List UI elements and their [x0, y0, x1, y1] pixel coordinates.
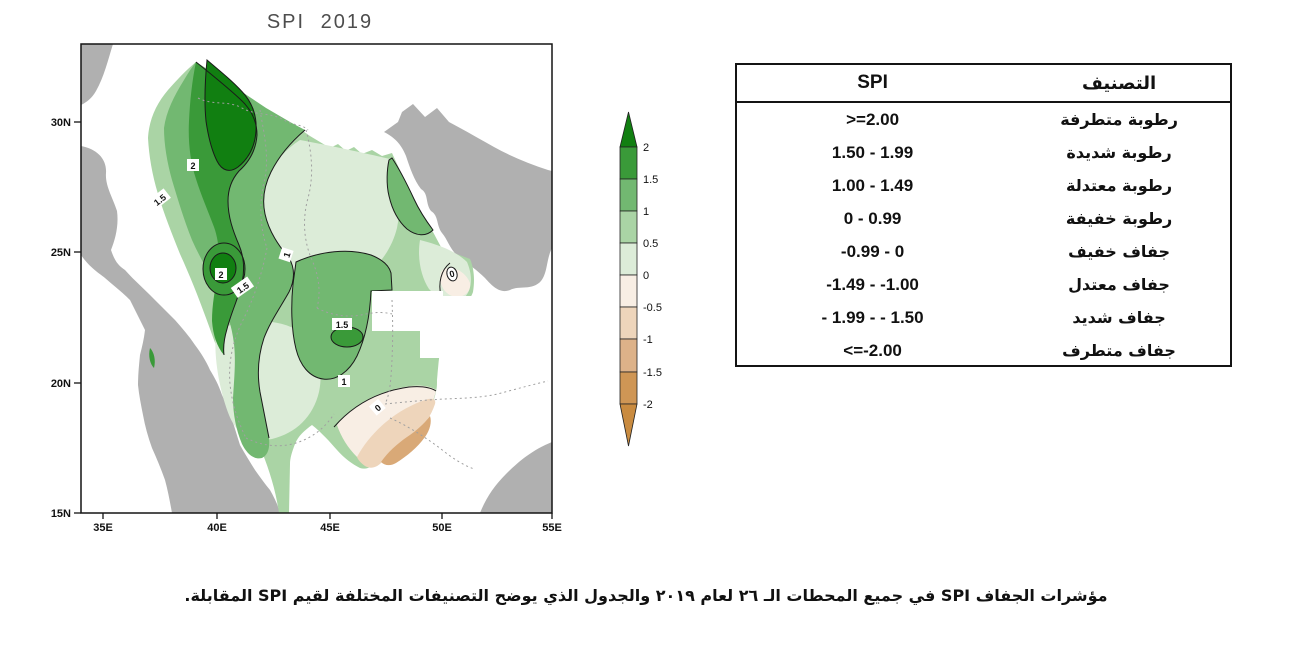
- spi-range: >=2.00: [846, 109, 900, 129]
- contour-label-0a: 0: [368, 398, 386, 416]
- classification-label: جفاف معتدل: [1068, 275, 1170, 294]
- spi-sliver-coast: [149, 348, 155, 368]
- gray-landmass-redsea-coast: [81, 146, 280, 513]
- spi-range: 0 - 0.99: [843, 208, 902, 228]
- colorbar-arrow-bottom: [619, 403, 638, 447]
- contour-label-1.5c: 1.5: [332, 318, 352, 330]
- table-header-classification: التصنيف: [1081, 72, 1157, 94]
- colorbar-tick-m1.5: -1.5: [643, 367, 662, 379]
- table-row: - 1.99 - - 1.50 جفاف شديد: [737, 301, 1230, 334]
- dotted-borders: [197, 97, 549, 470]
- classification-label: جفاف متطرف: [1062, 341, 1176, 360]
- contour-label-1a: 1: [278, 247, 294, 263]
- table-row: 1.50 - 1.99 رطوبة شديدة: [737, 136, 1230, 169]
- svg-text:2: 2: [218, 270, 223, 280]
- spi-band-1.5-center-core: [331, 327, 363, 347]
- spi-range: 1.50 - 1.99: [831, 142, 914, 162]
- table-row: 0 - 0.99 رطوبة خفيفة: [737, 202, 1230, 235]
- table-header-spi: SPI: [857, 72, 888, 93]
- table-row: >=2.00 رطوبة متطرفة: [737, 103, 1230, 136]
- contour-label-1b: 1: [338, 375, 350, 387]
- y-tick-25n: 25N: [51, 247, 71, 259]
- x-tick-40e: 40E: [207, 522, 227, 534]
- x-tick-35e: 35E: [93, 522, 113, 534]
- svg-text:1: 1: [341, 377, 346, 387]
- classification-label: رطوبة معتدلة: [1066, 176, 1173, 195]
- gray-landmass-gulf-east: [384, 104, 552, 292]
- map-title: SPI 2019: [267, 11, 373, 33]
- colorbar-tick-0.5: 0.5: [643, 238, 658, 250]
- figure-caption: مؤشرات الجفاف SPI في جميع المحطات الـ ٢٦…: [184, 586, 1108, 605]
- y-tick-20n: 20N: [51, 378, 71, 390]
- svg-text:2: 2: [190, 161, 195, 171]
- table-header-row: SPI التصنيف: [737, 65, 1230, 103]
- spi-range: <=-2.00: [843, 340, 902, 360]
- x-tick-45e: 45E: [320, 522, 340, 534]
- contour-label-2a: 2: [187, 159, 199, 171]
- contour-label-2b: 2: [215, 268, 227, 280]
- x-tick-55e: 55E: [542, 522, 562, 534]
- y-tick-15n: 15N: [51, 508, 71, 520]
- svg-text:1.5: 1.5: [336, 320, 349, 330]
- spi-range: -0.99 - 0: [840, 241, 905, 261]
- table-row: 1.00 - 1.49 رطوبة معتدلة: [737, 169, 1230, 202]
- table-row: -0.99 - 0 جفاف خفيف: [737, 235, 1230, 268]
- colorbar-tick-1: 1: [643, 206, 649, 218]
- colorbar-arrow-top: [619, 111, 638, 148]
- table-row: <=-2.00 جفاف متطرف: [737, 334, 1230, 367]
- colorbar-tick-m2: -2: [643, 399, 653, 411]
- contour-label-0b: 0: [446, 266, 458, 282]
- y-tick-30n: 30N: [51, 117, 71, 129]
- colorbar-tick-0: 0: [643, 270, 649, 282]
- classification-label: رطوبة شديدة: [1066, 143, 1172, 162]
- map-frame: [80, 43, 553, 514]
- spi-range: -1.49 - -1.00: [826, 274, 919, 294]
- colorbar-tick-m0.5: -0.5: [643, 302, 662, 314]
- axis-ticks: [74, 121, 553, 519]
- map-content: 2 1.5 2 1.5 1 1.5: [81, 44, 552, 513]
- classification-label: جفاف شديد: [1072, 308, 1166, 327]
- classification-label: رطوبة خفيفة: [1065, 209, 1173, 228]
- colorbar-tick-m1: -1: [643, 334, 653, 346]
- spi-map: SPI 2019: [51, 11, 662, 534]
- no-data-notch-2: [420, 296, 478, 358]
- svg-text:1: 1: [281, 251, 292, 259]
- table-row: -1.49 - -1.00 جفاف معتدل: [737, 268, 1230, 301]
- spi-range: 1.00 - 1.49: [831, 175, 914, 195]
- classification-label: رطوبة متطرفة: [1060, 110, 1178, 129]
- colorbar: 2 1.5 1 0.5 0 -0.5 -1 -1.5 -2: [619, 111, 662, 447]
- spi-band-neg1.5-southeast: [381, 416, 431, 466]
- x-tick-50e: 50E: [432, 522, 452, 534]
- spi-range: - 1.99 - - 1.50: [821, 307, 924, 327]
- spi-band-1-northeast-bulge: [387, 158, 433, 235]
- spi-band-neg1-southeast: [357, 398, 436, 468]
- gray-landmass-oman: [480, 442, 552, 513]
- svg-text:0: 0: [448, 269, 455, 280]
- classification-label: جفاف خفيف: [1068, 242, 1170, 261]
- colorbar-tick-2: 2: [643, 142, 649, 154]
- classification-table: SPI التصنيف >=2.00 رطوبة متطرفة 1.50 - 1…: [735, 63, 1232, 367]
- colorbar-tick-1.5: 1.5: [643, 174, 658, 186]
- svg-text:0: 0: [373, 403, 383, 414]
- gray-landmass-sinai: [81, 44, 113, 105]
- spi-band-2-northwest-core: [204, 60, 257, 171]
